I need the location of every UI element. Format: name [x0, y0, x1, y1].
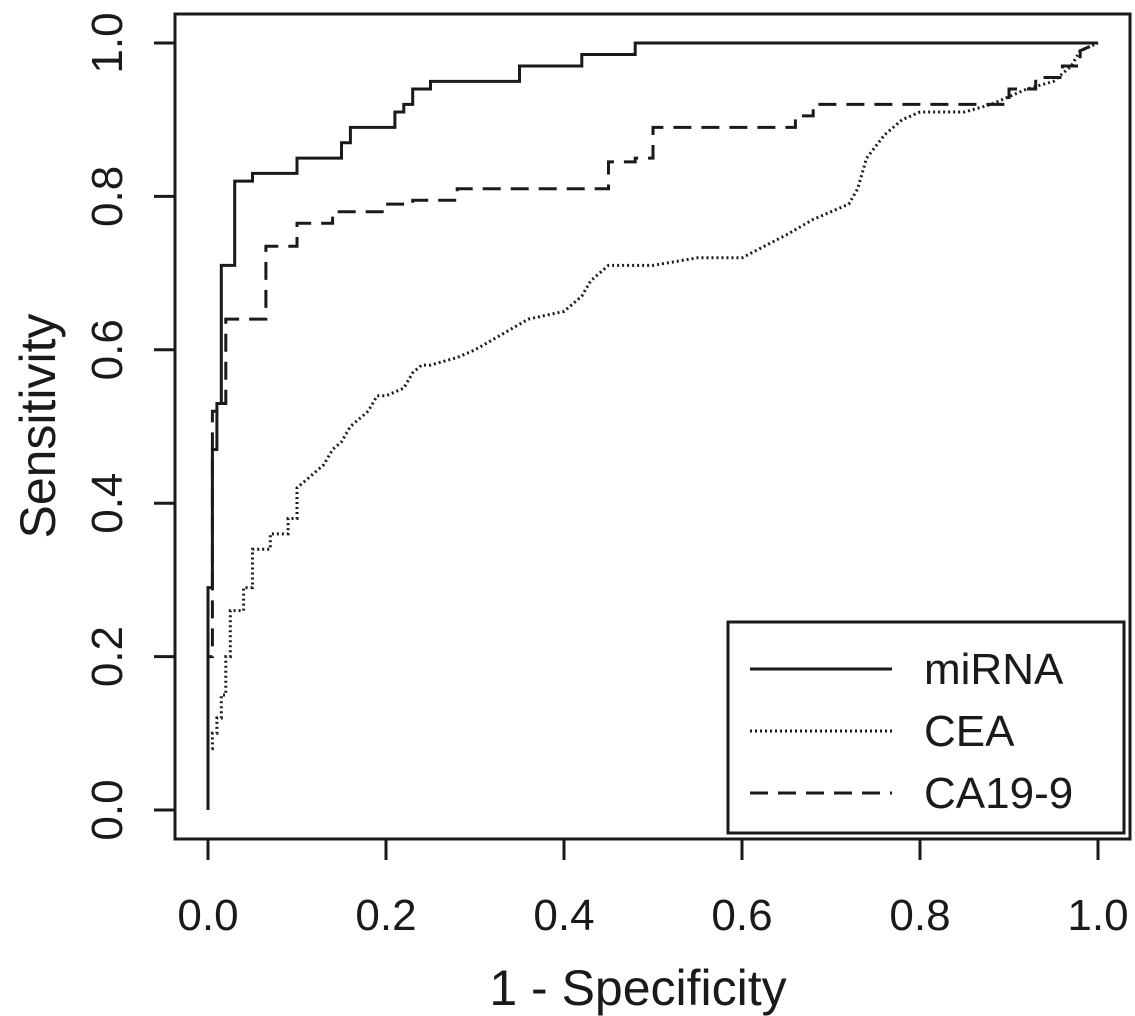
legend-label-mirna: miRNA [924, 645, 1064, 694]
y-tick-label: 0.0 [83, 779, 132, 840]
x-tick-label: 0.6 [711, 891, 772, 940]
legend-label-ca19-9: CA19-9 [924, 769, 1073, 818]
legend-label-cea: CEA [924, 707, 1015, 756]
y-tick-label: 0.4 [83, 473, 132, 534]
x-tick-label: 0.8 [889, 891, 950, 940]
y-axis-label: Sensitivity [10, 313, 66, 538]
y-tick-label: 0.6 [83, 319, 132, 380]
x-tick-label: 0.4 [533, 891, 594, 940]
series-layer [206, 41, 1099, 810]
x-axis-label: 1 - Specificity [489, 960, 786, 1016]
x-axis: 0.0 0.2 0.4 0.6 0.8 1.0 [177, 837, 1129, 940]
y-tick-label: 0.2 [83, 626, 132, 687]
y-tick-label: 0.8 [83, 166, 132, 227]
legend-box [726, 620, 1126, 835]
legend: miRNA CEA CA19-9 [726, 620, 1126, 835]
x-tick-label: 0.2 [355, 891, 416, 940]
y-axis: 0.0 0.2 0.4 0.6 0.8 1.0 [83, 12, 177, 841]
x-tick-label: 0.0 [177, 891, 238, 940]
x-tick-label: 1.0 [1067, 891, 1128, 940]
series-line-mirna [206, 41, 1098, 810]
series-line-cea [206, 41, 1099, 810]
y-tick-label: 1.0 [83, 12, 132, 73]
